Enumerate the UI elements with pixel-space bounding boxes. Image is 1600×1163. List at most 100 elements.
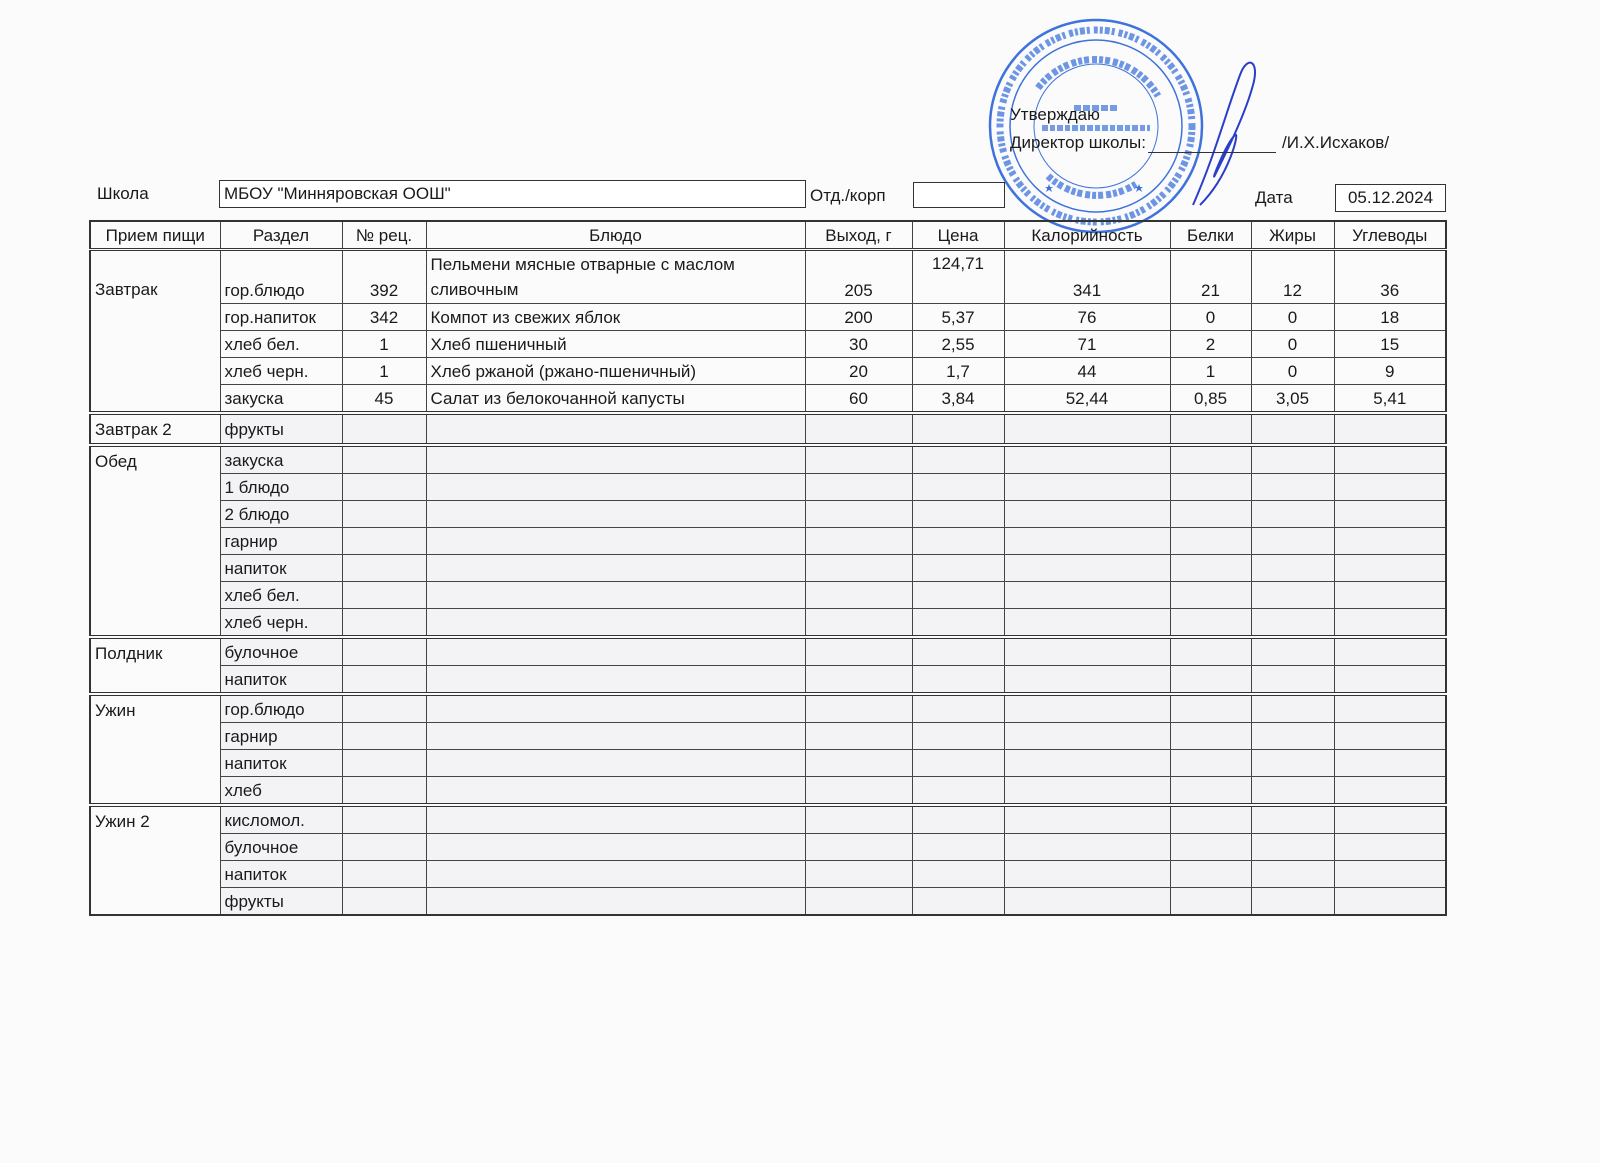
price-cell[interactable] [911,803,1005,834]
protein-cell[interactable] [1169,635,1252,666]
yield-cell[interactable]: 205 [804,249,913,304]
yield-cell[interactable] [804,581,913,609]
protein-cell[interactable] [1169,749,1252,777]
carbs-cell[interactable] [1333,749,1447,777]
recipe-cell[interactable] [341,554,427,582]
price-cell[interactable] [911,635,1005,666]
recipe-cell[interactable] [341,749,427,777]
recipe-cell[interactable]: 392 [341,249,427,304]
kcal-cell[interactable] [1003,527,1171,555]
fat-cell[interactable]: 0 [1250,330,1335,358]
section-cell[interactable]: закуска [219,443,343,474]
price-cell[interactable] [911,608,1005,638]
price-cell[interactable] [911,722,1005,750]
recipe-cell[interactable] [341,722,427,750]
price-cell[interactable]: 124,71 [911,249,1005,304]
yield-cell[interactable] [804,635,913,666]
carbs-cell[interactable] [1333,473,1447,501]
price-cell[interactable] [911,411,1005,446]
section-cell[interactable]: закуска [219,384,343,414]
fat-cell[interactable] [1250,608,1335,638]
dish-cell[interactable] [425,665,806,695]
fat-cell[interactable] [1250,554,1335,582]
fat-cell[interactable]: 12 [1250,249,1335,304]
carbs-cell[interactable] [1333,443,1447,474]
dish-cell[interactable] [425,722,806,750]
recipe-cell[interactable] [341,527,427,555]
price-cell[interactable]: 3,84 [911,384,1005,414]
price-cell[interactable] [911,776,1005,806]
carbs-cell[interactable] [1333,803,1447,834]
carbs-cell[interactable]: 5,41 [1333,384,1447,414]
yield-cell[interactable] [804,776,913,806]
dish-cell[interactable] [425,473,806,501]
yield-cell[interactable] [804,833,913,861]
section-cell[interactable]: напиток [219,860,343,888]
dish-cell[interactable] [425,749,806,777]
dish-cell[interactable]: Пельмени мясные отварные с маслом сливоч… [425,249,806,304]
dish-cell[interactable] [425,833,806,861]
date-field[interactable]: 05.12.2024 [1335,184,1446,212]
fat-cell[interactable] [1250,581,1335,609]
school-field[interactable]: МБОУ "Минняровская ООШ" [219,180,806,208]
section-cell[interactable]: булочное [219,833,343,861]
yield-cell[interactable] [804,803,913,834]
section-cell[interactable]: гарнир [219,527,343,555]
kcal-cell[interactable] [1003,692,1171,723]
protein-cell[interactable] [1169,803,1252,834]
section-cell[interactable]: хлеб черн. [219,357,343,385]
yield-cell[interactable] [804,749,913,777]
price-cell[interactable] [911,473,1005,501]
yield-cell[interactable] [804,887,913,916]
dish-cell[interactable] [425,635,806,666]
kcal-cell[interactable] [1003,776,1171,806]
yield-cell[interactable]: 20 [804,357,913,385]
price-cell[interactable] [911,500,1005,528]
recipe-cell[interactable] [341,411,427,446]
recipe-cell[interactable] [341,833,427,861]
recipe-cell[interactable]: 45 [341,384,427,414]
dish-cell[interactable]: Салат из белокочанной капусты [425,384,806,414]
dish-cell[interactable] [425,411,806,446]
kcal-cell[interactable] [1003,749,1171,777]
recipe-cell[interactable] [341,776,427,806]
kcal-cell[interactable] [1003,500,1171,528]
fat-cell[interactable] [1250,635,1335,666]
protein-cell[interactable] [1169,776,1252,806]
protein-cell[interactable] [1169,527,1252,555]
fat-cell[interactable] [1250,749,1335,777]
carbs-cell[interactable]: 18 [1333,303,1447,331]
dish-cell[interactable]: Компот из свежих яблок [425,303,806,331]
yield-cell[interactable] [804,608,913,638]
section-cell[interactable]: фрукты [219,411,343,446]
section-cell[interactable]: 2 блюдо [219,500,343,528]
yield-cell[interactable] [804,860,913,888]
kcal-cell[interactable] [1003,722,1171,750]
carbs-cell[interactable] [1333,500,1447,528]
protein-cell[interactable] [1169,860,1252,888]
price-cell[interactable] [911,665,1005,695]
section-cell[interactable]: хлеб черн. [219,608,343,638]
fat-cell[interactable] [1250,860,1335,888]
recipe-cell[interactable] [341,692,427,723]
carbs-cell[interactable]: 15 [1333,330,1447,358]
recipe-cell[interactable] [341,887,427,916]
kcal-cell[interactable] [1003,803,1171,834]
recipe-cell[interactable] [341,635,427,666]
section-cell[interactable]: хлеб бел. [219,330,343,358]
fat-cell[interactable] [1250,665,1335,695]
section-cell[interactable]: напиток [219,749,343,777]
section-cell[interactable]: гарнир [219,722,343,750]
protein-cell[interactable]: 21 [1169,249,1252,304]
carbs-cell[interactable]: 36 [1333,249,1447,304]
yield-cell[interactable] [804,473,913,501]
protein-cell[interactable]: 0,85 [1169,384,1252,414]
kcal-cell[interactable] [1003,473,1171,501]
section-cell[interactable]: гор.напиток [219,303,343,331]
yield-cell[interactable] [804,500,913,528]
yield-cell[interactable]: 200 [804,303,913,331]
dish-cell[interactable] [425,803,806,834]
kcal-cell[interactable] [1003,887,1171,916]
carbs-cell[interactable] [1333,635,1447,666]
protein-cell[interactable] [1169,411,1252,446]
